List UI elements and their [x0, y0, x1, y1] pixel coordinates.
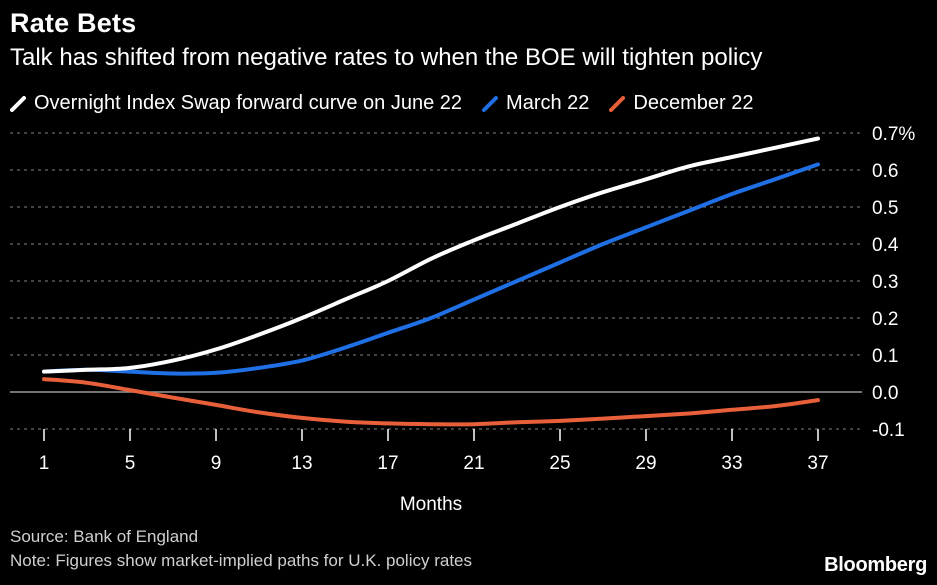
y-tick-label: 0.4 — [872, 235, 899, 256]
legend-swatch-june — [10, 95, 26, 112]
x-axis-label: Months — [400, 494, 462, 515]
x-axis: 1 5 9 13 17 21 25 29 33 37 — [39, 429, 829, 474]
bloomberg-logo: Bloomberg — [824, 554, 927, 576]
series-line-december — [42, 377, 820, 427]
source-note: Source: Bank of England — [10, 527, 199, 546]
gridlines — [10, 132, 862, 430]
y-tick-label: 0.0 — [872, 383, 898, 404]
chart-title: Rate Bets — [10, 8, 137, 38]
legend-item-march: March 22 — [482, 92, 589, 115]
chart-subtitle: Talk has shifted from negative rates to … — [10, 44, 763, 71]
y-tick-label: -0.1 — [872, 420, 905, 441]
x-tick-label: 29 — [635, 453, 656, 474]
y-tick-label: 0.5 — [872, 198, 898, 219]
y-tick-label: 0.2 — [872, 309, 898, 330]
legend-label-june: Overnight Index Swap forward curve on Ju… — [34, 92, 463, 114]
legend-swatch-december — [609, 95, 626, 112]
series-line-march — [42, 162, 820, 376]
legend-item-june: Overnight Index Swap forward curve on Ju… — [10, 92, 462, 115]
legend-item-december: December 22 — [609, 92, 753, 115]
x-tick-label: 33 — [721, 453, 742, 474]
x-tick-label: 13 — [291, 453, 312, 474]
y-tick-label: 0.7% — [872, 124, 915, 145]
x-tick-label: 21 — [463, 453, 484, 474]
x-tick-label: 9 — [211, 453, 222, 474]
x-tick-label: 37 — [807, 453, 828, 474]
legend-label-march: March 22 — [506, 92, 590, 114]
series-line-june — [42, 136, 820, 374]
y-tick-label: 0.6 — [872, 161, 898, 182]
series-lines — [42, 136, 820, 427]
x-tick-label: 25 — [549, 453, 570, 474]
x-tick-label: 5 — [125, 453, 136, 474]
y-axis: -0.1 0.0 0.1 0.2 0.3 0.4 0.5 0.6 0.7% — [872, 124, 915, 441]
legend-swatch-march — [482, 95, 499, 112]
chart-legend: Overnight Index Swap forward curve on Ju… — [10, 92, 773, 115]
figure-note: Note: Figures show market-implied paths … — [10, 551, 473, 570]
y-tick-label: 0.3 — [872, 272, 898, 293]
x-tick-label: 17 — [377, 453, 398, 474]
x-tick-label: 1 — [39, 453, 50, 474]
y-tick-label: 0.1 — [872, 346, 898, 367]
legend-label-december: December 22 — [633, 92, 754, 114]
